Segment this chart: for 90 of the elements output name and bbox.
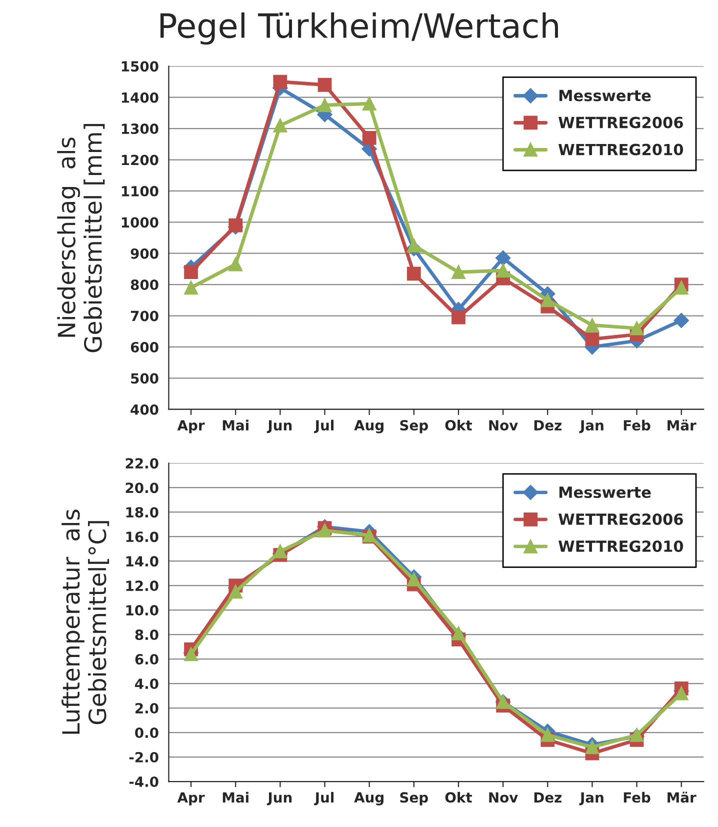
point	[452, 310, 466, 324]
y-tick-label: 22.0	[126, 458, 158, 469]
legend-label: Messwerte	[559, 486, 651, 498]
legend-label: WETTREG2010	[558, 144, 684, 156]
y-tick-label: 18.0	[126, 507, 158, 518]
y-tick-label: -2.0	[129, 752, 158, 762]
x-tick-label: Apr	[177, 420, 205, 434]
x-tick-label: Jan	[579, 792, 604, 806]
legend-label: WETTREG2006	[558, 513, 683, 525]
x-tick-label: Mai	[222, 792, 248, 803]
point	[318, 524, 332, 538]
y-tick-label: 400	[130, 404, 158, 415]
point	[674, 312, 689, 328]
point	[273, 74, 288, 89]
y-tick-label: 10.0	[126, 605, 158, 616]
y-tick-label: 2.0	[136, 703, 158, 714]
y-axis-title: Niederschlag als Gebietsmittel [mm]	[57, 124, 105, 352]
y-tick-label: 16.0	[126, 532, 158, 542]
point	[318, 98, 332, 112]
y-tick-label: 700	[130, 310, 158, 322]
x-tick-label: Okt	[445, 420, 472, 431]
y-tick-label: 1300	[122, 124, 158, 134]
x-tick-label: Sep	[400, 792, 428, 806]
y-tick-label: 20.0	[126, 482, 158, 494]
x-tick-label: Mär	[668, 420, 696, 431]
point	[362, 96, 376, 111]
point	[585, 740, 600, 754]
point	[406, 266, 421, 281]
y-tick-label: 1400	[122, 92, 158, 103]
x-tick-label: Apr	[177, 792, 205, 806]
legend-label: WETTREG2010	[558, 540, 684, 552]
y-tick-label: 1200	[122, 154, 158, 166]
point	[184, 265, 198, 280]
y-axis-title: Lufttemperatur als Gebietsmittel[°C]	[62, 510, 110, 734]
x-tick-label: Aug	[354, 792, 384, 806]
point	[273, 118, 288, 132]
y-tick-label: 12.0	[126, 580, 158, 592]
point	[585, 318, 600, 332]
point	[540, 728, 555, 742]
legend-label: WETTREG2006	[558, 116, 683, 128]
point	[630, 728, 644, 742]
y-tick-label: 1100	[122, 186, 158, 196]
point	[228, 218, 243, 232]
y-tick-label: 1500	[122, 61, 158, 72]
x-tick-label: Jul	[314, 792, 334, 806]
x-tick-label: Jun	[266, 792, 292, 806]
y-tick-label: 0.0	[135, 728, 158, 738]
point	[452, 626, 466, 640]
point	[273, 544, 288, 558]
point	[318, 78, 332, 92]
point	[406, 572, 421, 586]
point	[585, 332, 600, 346]
point	[452, 265, 466, 280]
x-tick-label: Feb	[624, 420, 650, 431]
x-tick-label: Jul	[314, 420, 334, 434]
x-tick-label: Jan	[579, 420, 604, 434]
x-tick-label: Mai	[222, 420, 248, 431]
y-tick-label: 500	[131, 373, 158, 384]
point	[540, 293, 555, 308]
point	[228, 584, 243, 599]
y-tick-label: 6.0	[135, 654, 158, 665]
x-tick-label: Nov	[489, 792, 518, 803]
y-tick-label: 800	[130, 280, 158, 290]
x-tick-label: Nov	[489, 420, 518, 431]
point	[630, 321, 644, 336]
x-tick-label: Sep	[400, 420, 428, 434]
y-tick-label: 600	[130, 342, 158, 352]
chart-title: Pegel Türkheim/Wertach	[160, 12, 558, 45]
x-tick-label: Mär	[668, 792, 696, 803]
legend-label: Messwerte	[559, 90, 651, 102]
point	[674, 280, 688, 295]
x-tick-label: Okt	[445, 792, 472, 803]
x-tick-label: Dez	[534, 792, 562, 803]
y-tick-label: 1000	[122, 217, 158, 228]
x-tick-label: Jun	[266, 420, 292, 434]
y-tick-label: -4.0	[129, 776, 158, 787]
y-tick-label: 900	[130, 248, 158, 259]
y-tick-label: 8.0	[135, 630, 158, 640]
point	[406, 238, 421, 253]
x-tick-label: Aug	[354, 420, 384, 434]
x-tick-label: Feb	[624, 792, 650, 803]
point	[228, 257, 243, 272]
point	[184, 280, 198, 295]
point	[496, 264, 510, 278]
x-tick-label: Dez	[534, 420, 562, 431]
y-tick-label: 4.0	[135, 678, 158, 690]
y-tick-label: 14.0	[126, 556, 158, 567]
point	[495, 250, 511, 266]
point	[674, 686, 688, 700]
point	[362, 130, 376, 145]
